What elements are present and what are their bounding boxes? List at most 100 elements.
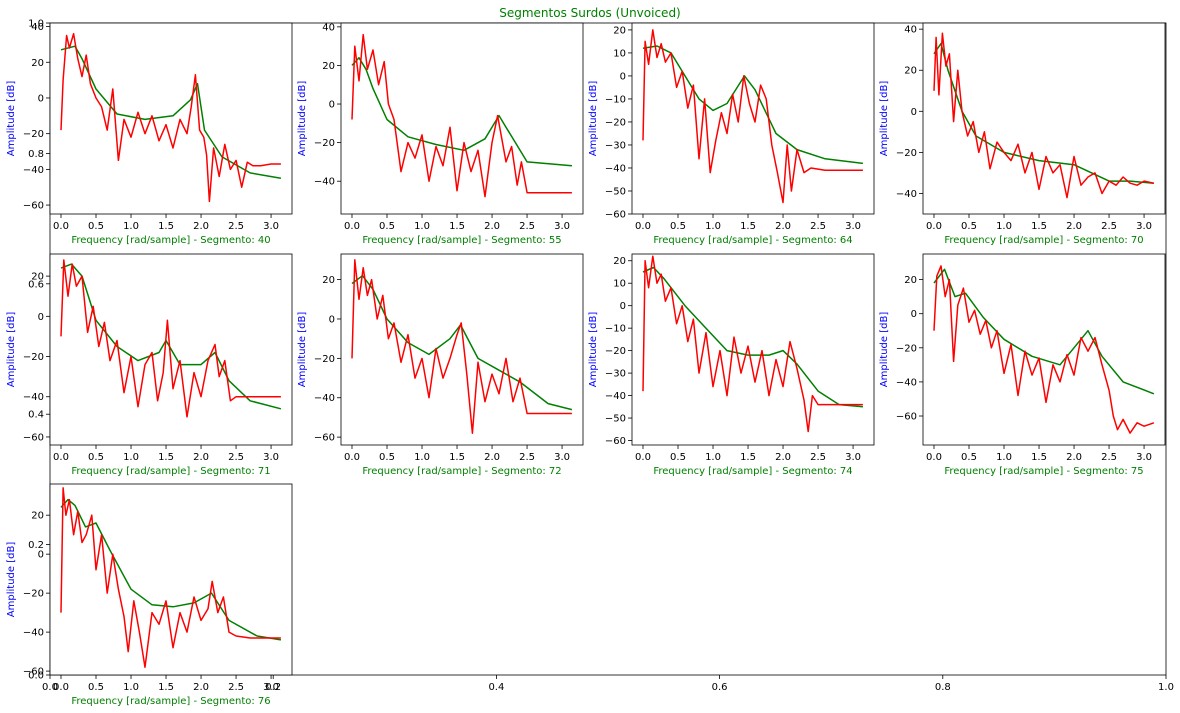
y-tick-label: −10: [605, 94, 626, 105]
x-tick-label: 0.5: [379, 221, 395, 232]
y-tick-label: −40: [896, 189, 917, 200]
x-tick-label: 3.0: [1136, 452, 1152, 463]
x-tick-label: 2.0: [193, 221, 209, 232]
x-tick-label: 2.5: [228, 682, 244, 693]
x-tick-label: 1.0: [705, 452, 721, 463]
x-tick-label: 1.5: [449, 221, 465, 232]
y-tick-label: 10: [613, 48, 626, 59]
series-line-spectrum: [642, 29, 863, 204]
x-axis-label: Frequency [rad/sample] - Segmento: 75: [944, 466, 1143, 477]
y-tick-label: 10: [613, 279, 626, 290]
y-tick-label: −20: [896, 148, 917, 159]
y-tick-label: 0: [38, 312, 44, 323]
y-tick-label: 40: [904, 25, 917, 36]
x-tick-label: 0.5: [670, 221, 686, 232]
x-tick-label: 0.5: [88, 221, 104, 232]
plot-area: [632, 254, 874, 445]
background-x-tick-label: 0.4: [488, 682, 504, 693]
y-tick-label: −40: [605, 163, 626, 174]
axes-frame: [49, 483, 293, 676]
y-tick-label: −20: [605, 117, 626, 128]
x-tick-label: 2.0: [193, 682, 209, 693]
axes-frame: [49, 253, 293, 446]
background-y-tick-label: 0.6: [28, 279, 44, 290]
series-line-spectrum: [351, 33, 572, 198]
axes-frame: [631, 253, 875, 446]
x-tick-label: 3.0: [263, 221, 279, 232]
subplot-segment-75: 0.0 0.5 1.0 1.5 2.0 2.5 3.0 −60 −40 −20 0 20 Frequen…: [879, 253, 1166, 477]
y-tick-label: −60: [896, 412, 917, 423]
y-axis-label: Amplitude [dB]: [588, 312, 599, 388]
y-axis-label: Amplitude [dB]: [6, 81, 17, 157]
y-axis-label: Amplitude [dB]: [6, 542, 17, 618]
subplot-segment-72: 0.0 0.5 1.0 1.5 2.0 2.5 3.0 −60 −40 −20 0 20 Frequen…: [297, 253, 584, 477]
x-tick-label: 1.0: [123, 452, 139, 463]
background-y-tick-label: 0.8: [28, 149, 44, 160]
x-tick-label: 2.0: [484, 452, 500, 463]
background-x-tick-label: 1.0: [1158, 682, 1174, 693]
y-tick-label: 0: [329, 100, 335, 111]
y-tick-label: −30: [605, 369, 626, 380]
x-tick-label: 1.5: [1031, 452, 1047, 463]
y-axis-label: Amplitude [dB]: [297, 312, 308, 388]
series-line-spectrum: [642, 255, 863, 433]
series-line-spectrum: [351, 259, 572, 434]
subplot-segment-70: 0.0 0.5 1.0 1.5 2.0 2.5 3.0 −40 −20 0 20 40 Frequenc…: [879, 22, 1166, 246]
y-tick-label: 20: [904, 66, 917, 77]
x-tick-label: 2.5: [810, 452, 826, 463]
x-tick-label: 0.5: [961, 452, 977, 463]
series-line-spectrum: [60, 32, 281, 203]
y-tick-label: 20: [322, 61, 335, 72]
y-tick-label: 0: [911, 107, 917, 118]
background-x-tick-label: 0.8: [935, 682, 951, 693]
axes-frame: [340, 22, 584, 215]
x-tick-label: 0.0: [635, 221, 651, 232]
y-tick-label: 20: [613, 25, 626, 36]
background-y-tick-label: 0.4: [28, 410, 44, 421]
y-tick-label: −50: [605, 186, 626, 197]
x-tick-label: 2.0: [1066, 221, 1082, 232]
background-x-tick-label: 0.6: [712, 682, 728, 693]
subplot-segment-74: 0.0 0.5 1.0 1.5 2.0 2.5 3.0 −60 −50 −40 −30 −20 −10 0…: [588, 253, 875, 477]
x-tick-label: 1.5: [158, 682, 174, 693]
x-axis-label: Frequency [rad/sample] - Segmento: 76: [71, 696, 270, 707]
x-tick-label: 3.0: [554, 221, 570, 232]
x-tick-label: 2.5: [228, 452, 244, 463]
x-tick-label: 3.0: [845, 221, 861, 232]
x-tick-label: 0.0: [635, 452, 651, 463]
x-tick-label: 0.0: [344, 221, 360, 232]
x-tick-label: 0.5: [88, 452, 104, 463]
x-tick-label: 3.0: [263, 682, 279, 693]
axes-frame: [49, 22, 293, 215]
x-tick-label: 0.5: [961, 221, 977, 232]
x-tick-label: 1.0: [705, 221, 721, 232]
axes-frame: [631, 22, 875, 215]
x-tick-label: 1.0: [414, 452, 430, 463]
subplot-segment-76: 0.0 0.5 1.0 1.5 2.0 2.5 3.0 −60 −40 −20 0 20 Frequen…: [6, 483, 293, 707]
series-line-spectrum: [60, 259, 281, 418]
x-tick-label: 2.0: [775, 452, 791, 463]
x-tick-label: 2.5: [228, 221, 244, 232]
x-tick-label: 1.5: [158, 452, 174, 463]
series-line-spectrum: [60, 487, 281, 668]
x-tick-label: 1.0: [123, 221, 139, 232]
x-tick-label: 1.5: [449, 452, 465, 463]
background-x-tick-label: 0.0: [42, 682, 58, 693]
x-axis-label: Frequency [rad/sample] - Segmento: 74: [653, 466, 852, 477]
y-tick-label: −30: [605, 140, 626, 151]
x-tick-label: 2.5: [519, 452, 535, 463]
x-tick-label: 1.0: [996, 221, 1012, 232]
x-tick-label: 1.5: [158, 221, 174, 232]
series-line-spectrum: [933, 265, 1155, 434]
figure-title: Segmentos Surdos (Unvoiced): [499, 6, 681, 20]
y-tick-label: −60: [23, 201, 44, 212]
y-axis-label: Amplitude [dB]: [588, 81, 599, 157]
y-tick-label: 0: [38, 93, 44, 104]
plot-area: [50, 484, 292, 675]
subplot-segment-40: 0.0 0.5 1.0 1.5 2.0 2.5 3.0 −60 −40 −20 0 20 40 Frequ…: [6, 22, 293, 246]
x-tick-label: 0.0: [926, 221, 942, 232]
series-line-envelope: [351, 56, 572, 167]
x-tick-label: 2.0: [193, 452, 209, 463]
